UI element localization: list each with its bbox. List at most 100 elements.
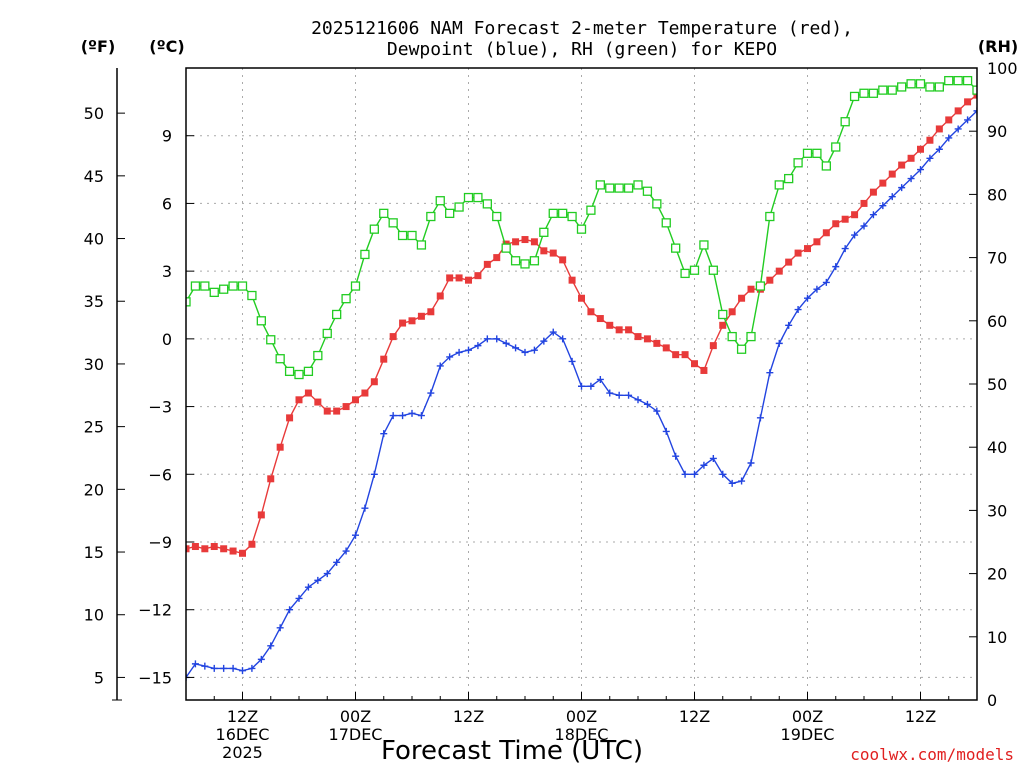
x-tick-label: 12Z [453,707,484,726]
relative_humidity-point [313,350,323,361]
relative_humidity-point [614,183,624,193]
temperature-point [578,294,585,302]
relative_humidity-point [962,75,973,86]
dewpoint-point [747,459,755,467]
temperature-point [681,351,689,359]
relative_humidity-point [186,297,191,307]
temperature-point [417,312,425,320]
relative_humidity-point [426,211,436,222]
temperature-point [186,545,190,553]
temperature-point [766,276,774,284]
temperature-point [832,220,840,228]
temperature-point [747,285,755,293]
relative_humidity-point [972,85,977,95]
relative_humidity-point [642,186,653,196]
relative_humidity-point [492,211,502,222]
temperature-point [794,249,802,257]
dewpoint-point [681,470,689,478]
temperature-point [954,107,962,115]
dewpoint-point [709,454,717,462]
dewpoint-point [323,570,331,578]
temperature-point [738,294,746,302]
temperature-point [709,342,717,350]
relative_humidity-point [209,287,219,298]
x-tick-label: 12Z [905,707,936,726]
dewpoint-point [643,400,651,408]
celsius-tick-label: 9 [162,127,172,146]
relative_humidity-point [689,265,700,275]
relative_humidity-point [567,211,577,222]
temperature-point [342,403,350,411]
dewpoint-point [775,339,783,347]
temperature-point [813,238,821,246]
temperature-point [926,136,934,144]
dewpoint-point [907,175,915,183]
dewpoint-point [879,202,887,210]
temperature-point [436,292,444,300]
temperature-point [521,236,529,244]
temperature-line [186,94,977,555]
x-tick-label: 19DEC [781,725,835,744]
dewpoint-point [333,558,341,566]
grid [186,68,977,700]
temperature-point [248,540,256,548]
temperature-point [465,276,472,284]
relative_humidity-point [774,180,784,190]
x-tick-label: 00Z [792,707,823,726]
relative_humidity-point [878,85,888,95]
dewpoint-point [220,664,228,672]
dewpoint-point [210,664,218,672]
temperature-point [257,511,265,519]
relative_humidity-point [529,256,540,266]
dewpoint-point [286,606,294,614]
dewpoint-point [361,504,369,512]
temperature-point [625,326,633,334]
temperature-point [276,443,284,451]
relative_humidity-point [765,211,775,222]
dewpoint-point [822,278,830,286]
dewpoint-point [502,339,510,347]
credit-link[interactable]: coolwx.com/models [850,745,1014,764]
chart-title-line2: Dewpoint (blue), RH (green) for KEPO [387,39,777,60]
unit-label-celsius: (ºC) [149,37,184,56]
dewpoint-point [691,470,698,478]
dewpoint-point [898,184,906,192]
dewpoint-point [578,382,585,390]
dewpoint-point [446,353,454,361]
dewpoint-point [700,461,708,469]
dewpoint-point [653,407,661,415]
relative_humidity-point [934,82,944,92]
temperature-point [483,260,491,268]
relative_humidity-point [699,240,709,250]
relative_humidity-point [407,230,417,241]
dewpoint-point [926,154,934,162]
relative_humidity-point [454,202,464,212]
dewpoint-point [427,389,435,397]
temperature-point [389,333,397,341]
x-tick-label: 18DEC [555,725,609,744]
dewpoint-point [794,306,802,314]
dewpoint-point [728,479,736,487]
temperature-point [587,308,595,316]
temperature-point [653,339,661,347]
relative_humidity-point [784,173,794,184]
relative_humidity-point [802,148,813,158]
temperature-point [446,274,454,282]
chart-title-line1: 2025121606 NAM Forecast 2-meter Temperat… [311,18,853,39]
dewpoint-point [474,342,482,350]
temperature-point [596,315,604,323]
temperature-point [568,276,576,284]
temperature-point [408,317,416,325]
dewpoint-point [276,624,284,632]
temperature-point [191,543,199,551]
relative_humidity-point [539,227,549,237]
temperature-point [314,398,322,406]
dewpoint-point [615,391,623,399]
relative_humidity-point [445,208,455,219]
temperature-point [295,396,303,404]
temperature-point [606,321,614,329]
relative_humidity-point [680,268,690,279]
dewpoint-point [493,335,501,343]
temperature-point [634,333,642,341]
unit-label-rh: (RH) [978,37,1018,56]
